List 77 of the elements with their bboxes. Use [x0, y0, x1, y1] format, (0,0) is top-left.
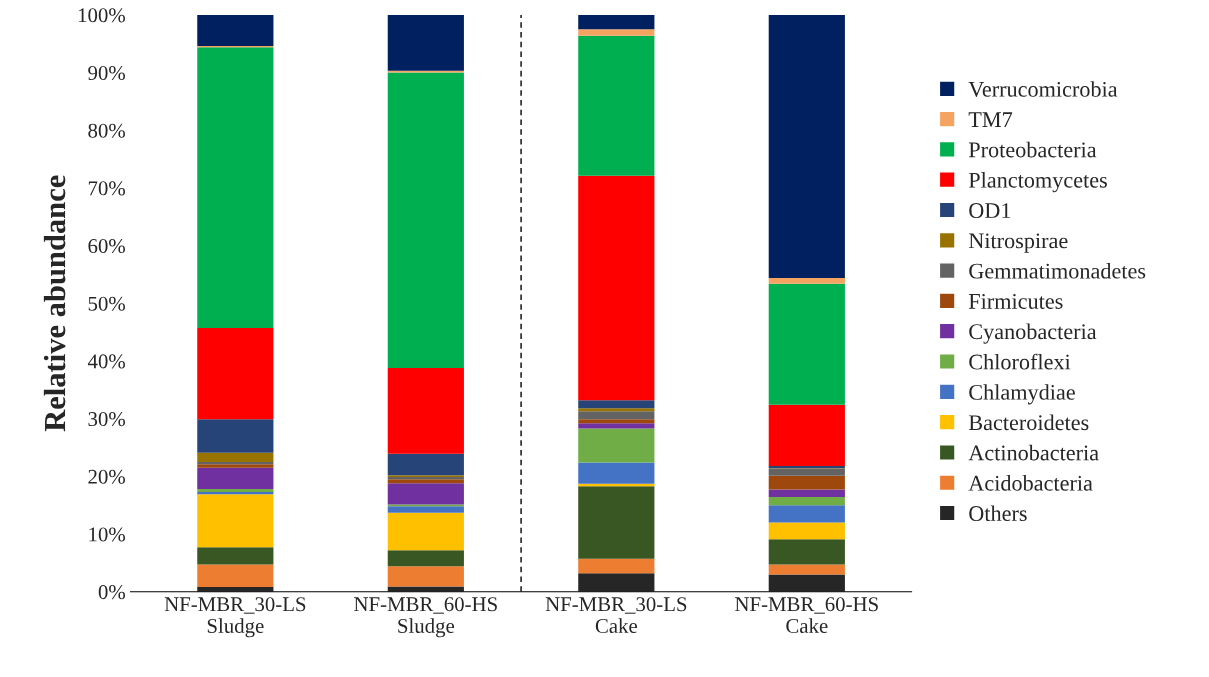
bar	[768, 564, 845, 575]
bar	[387, 506, 464, 513]
bar	[578, 428, 655, 463]
bar	[578, 411, 655, 420]
bar	[768, 497, 845, 506]
legend-label: Proteobacteria	[968, 141, 1097, 158]
x-tick-label: NF-MBR_60-HS Sludge	[354, 597, 497, 638]
bar	[578, 573, 655, 592]
bar	[387, 512, 464, 551]
y-axis-title: Relative abundance	[43, 175, 66, 432]
bar	[578, 462, 655, 484]
bar	[768, 574, 845, 592]
legend-label: Planctomycetes	[968, 172, 1107, 193]
y-tick-label: 10%	[89, 527, 125, 542]
bar	[197, 547, 274, 565]
bar	[578, 486, 655, 559]
bar	[768, 468, 845, 476]
bar	[768, 277, 845, 284]
bar	[387, 566, 464, 587]
bar	[197, 564, 274, 588]
bar	[197, 452, 274, 462]
bar	[197, 328, 274, 420]
legend-label: Chlamydiae	[969, 384, 1075, 405]
bar	[768, 283, 845, 405]
bar	[387, 479, 464, 484]
legend-label: OD1	[969, 203, 1011, 219]
bar	[197, 47, 274, 329]
y-tick-label: 50%	[88, 296, 125, 311]
bar	[197, 467, 274, 490]
y-tick-label: 100%	[78, 8, 125, 23]
legend-label: Acidobacteria	[968, 475, 1093, 491]
legend-label: Gemmatimonadetes	[969, 262, 1146, 279]
bar	[578, 558, 655, 574]
legend-label: Verrucomicrobia	[968, 81, 1118, 97]
y-tick-label: 70%	[88, 181, 125, 196]
bar	[578, 423, 655, 429]
legend-label: Nitrospirae	[968, 233, 1068, 253]
legend-label: Cyanobacteria	[969, 323, 1097, 344]
bar	[578, 408, 655, 412]
y-tick-label: 90%	[88, 65, 125, 81]
y-tick-label: 80%	[88, 123, 125, 138]
bar	[578, 35, 655, 176]
y-tick-label: 30%	[88, 412, 125, 427]
bar	[578, 14, 655, 30]
bar	[768, 522, 845, 540]
bar	[768, 505, 845, 523]
legend-label: Firmicutes	[968, 293, 1063, 309]
bar	[197, 494, 274, 548]
bar	[578, 175, 655, 401]
bar	[197, 419, 274, 453]
legend-label: Chloroflexi	[969, 353, 1071, 370]
legend-label: Actinobacteria	[968, 444, 1099, 461]
bar	[768, 539, 845, 565]
y-tick-label: 40%	[87, 354, 125, 369]
bar	[768, 14, 845, 278]
bar	[578, 400, 655, 409]
bar	[387, 453, 464, 476]
bar	[578, 419, 655, 424]
bar	[387, 550, 464, 567]
bar	[578, 29, 655, 36]
bar	[768, 475, 845, 490]
x-tick-label: NF-MBR_30-LS Sludge	[164, 597, 306, 638]
x-tick-label: NF-MBR_60-HS Cake	[735, 597, 878, 634]
bar	[387, 483, 464, 505]
bar	[387, 367, 464, 454]
bar	[387, 72, 464, 368]
y-tick-label: 20%	[88, 469, 125, 484]
legend-label: Bacteroidetes	[968, 414, 1089, 431]
bar	[768, 404, 845, 466]
y-tick-label: 0%	[98, 585, 125, 600]
legend-label: TM7	[968, 112, 1013, 127]
legend-label: Others	[969, 505, 1027, 522]
bar	[197, 14, 274, 47]
y-tick-label: 60%	[88, 238, 125, 254]
bar	[387, 14, 464, 71]
x-tick-label: NF-MBR_30-LS Cake	[545, 597, 687, 634]
bar	[768, 489, 845, 498]
